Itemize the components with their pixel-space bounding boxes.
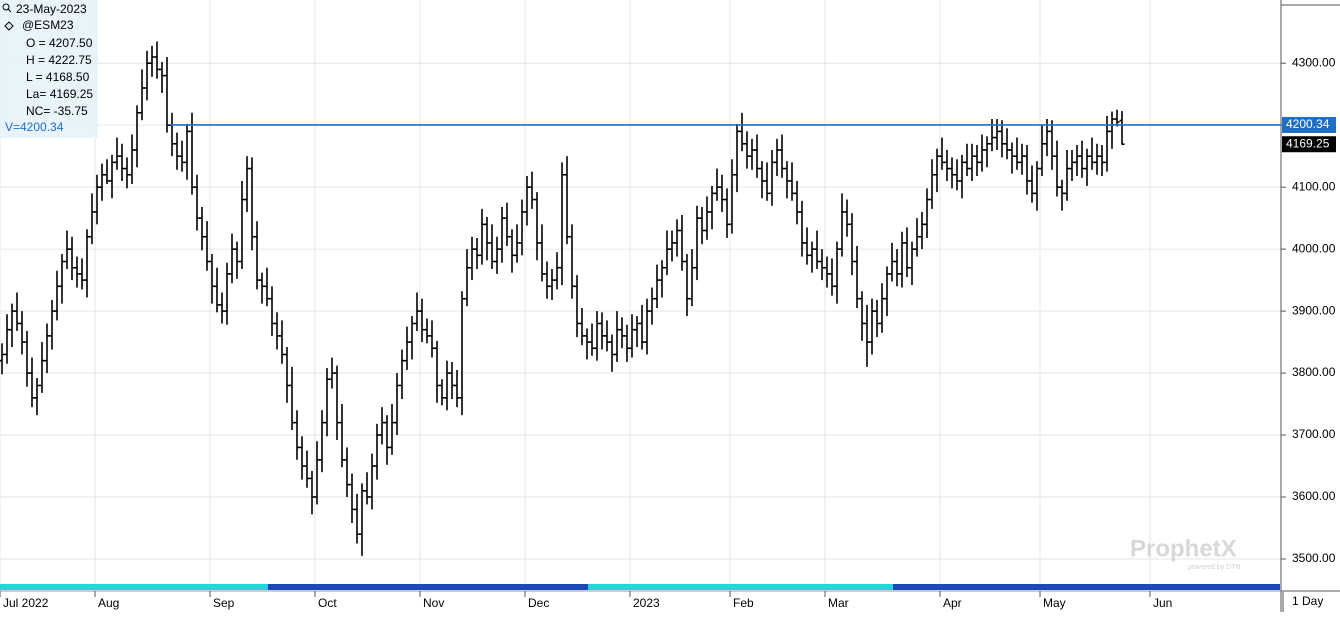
y-tick-label: 4000.00 — [1292, 241, 1336, 255]
x-tick-label: Oct — [318, 596, 337, 610]
y-tick-label: 3800.00 — [1292, 365, 1336, 379]
last-price-tag — [1282, 136, 1336, 153]
icon — [2, 3, 10, 11]
x-tick-label: Nov — [423, 596, 444, 610]
period-strip — [893, 584, 1280, 590]
x-tick-label: Mar — [828, 596, 849, 610]
last-price-label: 4169.25 — [1286, 136, 1330, 150]
x-tick-label: Aug — [98, 596, 119, 610]
x-tick-label: Sep — [213, 596, 235, 610]
period-strip — [588, 584, 893, 590]
x-tick-label: 2023 — [633, 596, 660, 610]
info-line: L = 4168.50 — [26, 70, 90, 84]
icon — [7, 8, 12, 13]
price-tag-label: 4200.34 — [1286, 117, 1330, 131]
y-tick-label: 3700.00 — [1292, 427, 1336, 441]
y-tick-label: 3900.00 — [1292, 303, 1336, 317]
period-strip — [268, 584, 588, 590]
x-tick-label: Jul 2022 — [3, 596, 49, 610]
info-panel — [0, 0, 98, 138]
watermark-sub: powered by DTN — [1188, 564, 1241, 571]
watermark: ProphetX — [1130, 535, 1237, 562]
x-tick-label: Feb — [733, 596, 754, 610]
icon — [4, 21, 14, 31]
y-tick-label: 3600.00 — [1292, 489, 1336, 503]
cursor-value: V=4200.34 — [5, 120, 64, 134]
info-line: O = 4207.50 — [26, 36, 93, 50]
info-line: NC= -35.75 — [26, 104, 88, 118]
info-line: La= 4169.25 — [26, 87, 93, 101]
timeframe: 1 Day — [1292, 594, 1323, 608]
x-tick-label: Jun — [1153, 596, 1172, 610]
x-tick-label: Apr — [943, 596, 962, 610]
y-tick-label: 4100.00 — [1292, 179, 1336, 193]
x-tick-label: May — [1043, 596, 1066, 610]
y-tick-label: 3500.00 — [1292, 551, 1336, 565]
info-line: H = 4222.75 — [26, 53, 92, 67]
period-strip — [0, 584, 268, 590]
y-tick-label: 4300.00 — [1292, 55, 1336, 69]
x-tick-label: Dec — [528, 596, 549, 610]
date: 23-May-2023 — [16, 2, 87, 16]
price-tag — [1282, 116, 1336, 133]
symbol: @ESM23 — [22, 18, 74, 32]
